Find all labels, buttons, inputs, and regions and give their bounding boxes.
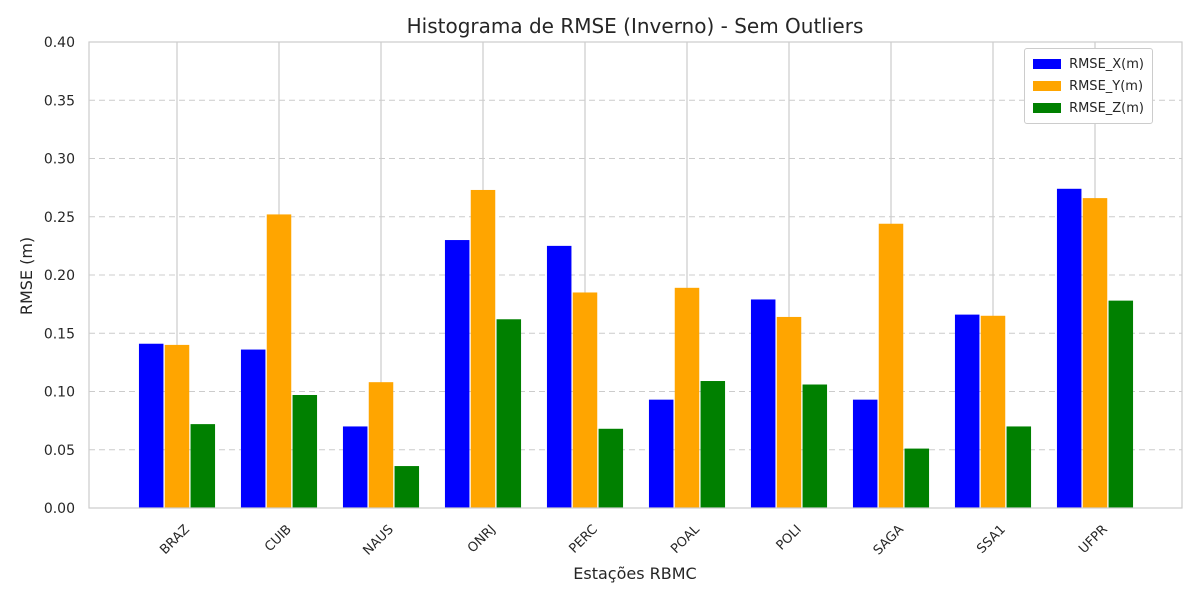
bar-perc-series-0 (546, 245, 572, 508)
bar-onrj-series-1 (470, 189, 496, 508)
x-axis-label: Estações RBMC (573, 564, 696, 583)
bar-poal-series-0 (648, 399, 674, 508)
y-tick-label: 0.30 (44, 152, 75, 168)
x-tick-label: CUIB (262, 522, 295, 555)
legend-swatch-y (1033, 81, 1062, 91)
bar-onrj-series-2 (496, 319, 522, 508)
x-tick-label: POAL (668, 522, 703, 557)
y-tick-label: 0.40 (44, 35, 75, 51)
y-tick-label: 0.25 (44, 210, 75, 226)
bar-poal-series-2 (700, 381, 726, 508)
legend-label: RMSE_Y(m) (1069, 78, 1144, 94)
bar-naus-series-0 (342, 426, 368, 508)
x-tick-label: SSA1 (974, 522, 1009, 557)
y-axis-label: RMSE (m) (17, 237, 36, 315)
bar-braz-series-1 (164, 344, 190, 508)
legend-item: RMSE_X(m) (1033, 53, 1144, 75)
bar-poal-series-1 (674, 287, 700, 508)
bar-ssa1-series-1 (980, 315, 1006, 508)
x-tick-labels: BRAZ CUIB NAUS ONRJ PERC POAL POLI SAGA SSA1 UFPR (157, 522, 1111, 559)
y-tick-label: 0.05 (44, 443, 75, 459)
y-tick-label: 0.15 (44, 326, 75, 342)
bar-ufpr-series-2 (1108, 300, 1134, 508)
bar-perc-series-1 (572, 292, 598, 508)
bar-ssa1-series-2 (1006, 426, 1032, 508)
y-tick-label: 0.10 (44, 385, 75, 401)
legend-label: RMSE_X(m) (1069, 56, 1144, 72)
x-tick-label: SAGA (871, 522, 907, 558)
legend-item: RMSE_Y(m) (1033, 75, 1144, 97)
bar-ssa1-series-0 (954, 314, 980, 508)
x-tick-label: ONRJ (465, 522, 499, 556)
x-tick-label: PERC (567, 522, 601, 556)
x-tick-label: BRAZ (157, 522, 193, 558)
y-tick-label: 0.35 (44, 93, 75, 109)
x-tick-label: UFPR (1076, 522, 1111, 557)
legend-swatch-z (1033, 103, 1062, 113)
bar-poli-series-2 (802, 384, 828, 508)
bar-onrj-series-0 (444, 240, 470, 509)
y-tick-labels: 0.00 0.05 0.10 0.15 0.20 0.25 0.30 0.35 0.40 (44, 35, 75, 517)
x-tick-label: POLI (774, 522, 805, 553)
bar-cuib-series-1 (266, 214, 292, 509)
bar-perc-series-2 (598, 428, 624, 508)
bar-braz-series-0 (138, 343, 164, 508)
bar-poli-series-0 (750, 299, 776, 508)
chart-title: Histograma de RMSE (Inverno) - Sem Outli… (407, 14, 864, 38)
bars-layer (138, 188, 1134, 509)
bar-cuib-series-2 (292, 394, 318, 508)
bar-ufpr-series-0 (1056, 188, 1082, 509)
legend-item: RMSE_Z(m) (1033, 97, 1144, 119)
y-tick-label: 0.00 (44, 501, 75, 517)
bar-cuib-series-0 (240, 349, 266, 508)
bar-braz-series-2 (190, 424, 216, 508)
bar-saga-series-0 (852, 399, 878, 508)
legend-label: RMSE_Z(m) (1069, 100, 1144, 116)
bar-saga-series-1 (878, 223, 904, 509)
bar-poli-series-1 (776, 316, 802, 508)
x-tick-label: NAUS (360, 522, 396, 558)
legend-swatch-x (1033, 59, 1062, 69)
bar-naus-series-1 (368, 382, 394, 508)
bar-naus-series-2 (394, 466, 420, 508)
legend: RMSE_X(m) RMSE_Y(m) RMSE_Z(m) (1024, 48, 1153, 124)
bar-ufpr-series-1 (1082, 198, 1108, 509)
y-tick-label: 0.20 (44, 268, 75, 284)
bar-saga-series-2 (904, 448, 930, 508)
plot-frame (88, 41, 1183, 509)
